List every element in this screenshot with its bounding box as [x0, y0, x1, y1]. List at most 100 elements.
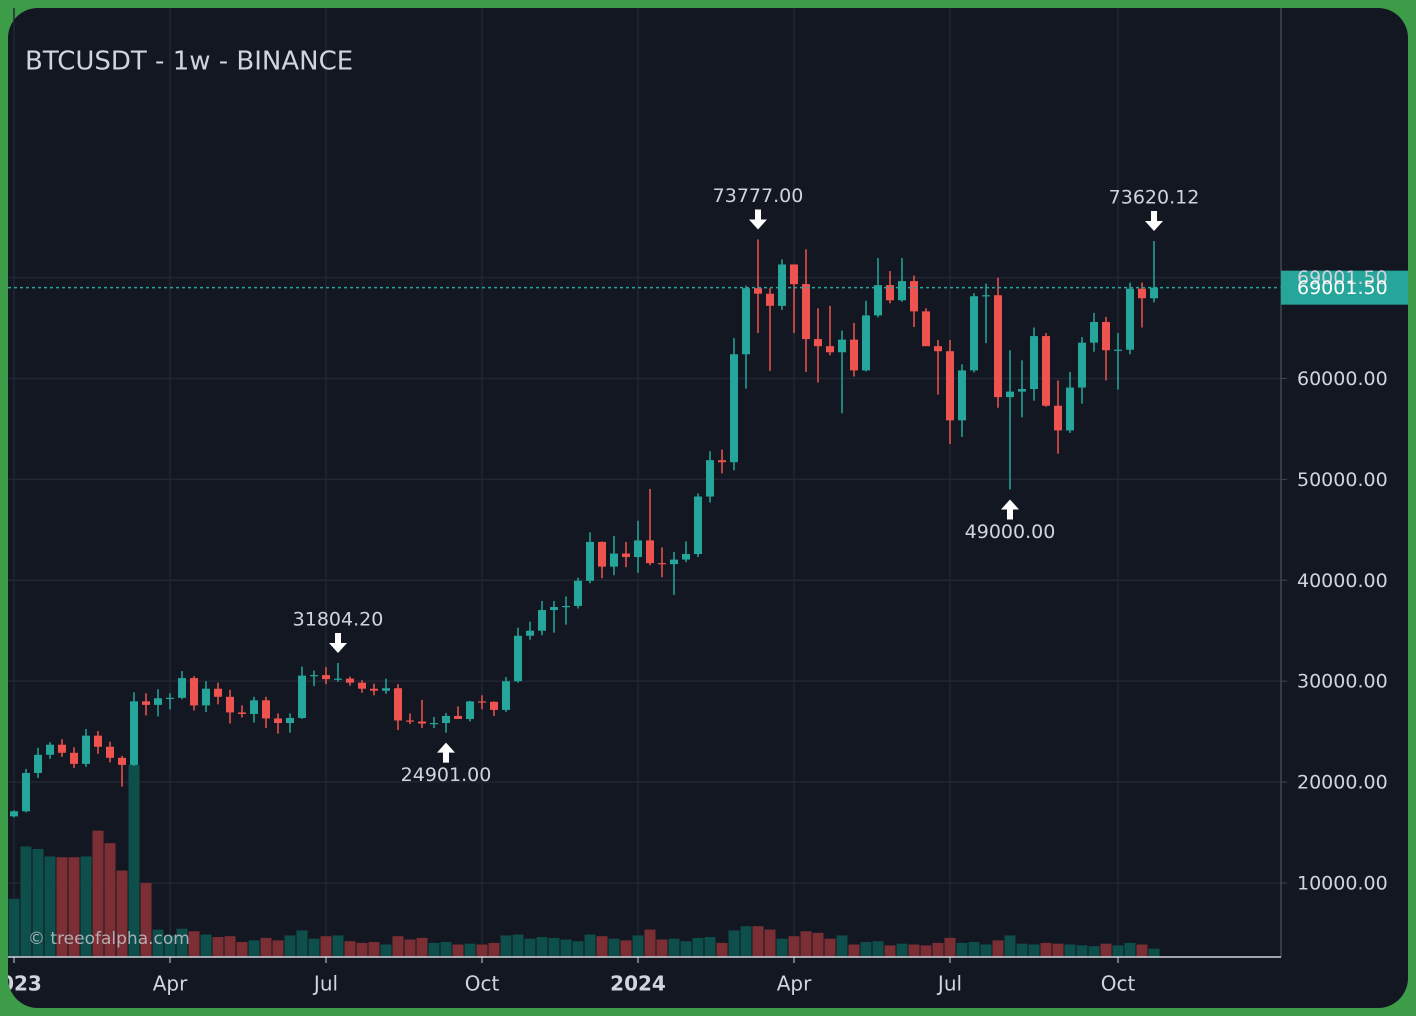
candle-body — [166, 697, 174, 700]
candle-body — [22, 772, 30, 812]
volume-bar — [1112, 945, 1124, 957]
volume-bar — [236, 942, 248, 957]
candle-body — [970, 296, 978, 371]
volume-bar — [1064, 944, 1076, 957]
volume-bar — [248, 940, 260, 957]
y-tick-label: 20000.00 — [1297, 772, 1388, 794]
candle-body — [430, 723, 438, 725]
candle-body — [730, 354, 738, 463]
volume-bar — [1028, 944, 1040, 957]
volume-bar — [368, 942, 380, 957]
x-tick-label: Apr — [777, 972, 812, 996]
panel — [8, 8, 1408, 1008]
volume-bar — [572, 941, 584, 957]
volume-bar — [92, 830, 104, 957]
volume-bar — [308, 938, 320, 957]
annotation-label: 24901.00 — [401, 764, 492, 786]
candle-body — [214, 688, 222, 697]
candle-body — [490, 701, 498, 710]
volume-bar — [728, 930, 740, 957]
x-tick-label: Jul — [312, 972, 338, 996]
candle-body — [250, 700, 258, 714]
volume-bar — [188, 931, 200, 957]
candle-body — [1150, 287, 1158, 299]
volume-bar — [320, 936, 332, 957]
volume-bar — [128, 765, 140, 957]
volume-bar — [536, 937, 548, 957]
volume-bar — [908, 944, 920, 957]
chart-title: BTCUSDT - 1w - BINANCE — [25, 47, 353, 77]
annotation-arrow — [749, 209, 767, 230]
candle-body — [670, 559, 678, 565]
candle-body — [58, 744, 66, 753]
candle-body — [178, 678, 186, 698]
candle-body — [838, 339, 846, 353]
volume-bar — [344, 941, 356, 957]
candle-body — [1030, 336, 1038, 390]
volume-bar — [440, 942, 452, 957]
candle-body — [850, 339, 858, 371]
candle-body — [334, 678, 342, 680]
volume-bar — [920, 945, 932, 957]
candle-body — [622, 553, 630, 558]
volume-bar — [716, 942, 728, 957]
candle-body — [382, 688, 390, 691]
candle-body — [646, 540, 654, 564]
candle-body — [574, 580, 582, 606]
candle-body — [718, 460, 726, 463]
x-tick-label: 2024 — [610, 972, 666, 996]
candle-body — [1042, 336, 1050, 406]
candle-body — [346, 678, 354, 683]
volume-bar — [764, 929, 776, 957]
x-tick-label: Oct — [1101, 972, 1136, 996]
volume-bar — [668, 938, 680, 957]
volume-bar — [1004, 935, 1016, 957]
candle-body — [934, 346, 942, 352]
candle-body — [262, 700, 270, 719]
volume-bar — [896, 943, 908, 957]
volume-bar — [416, 937, 428, 957]
annotation-label: 73777.00 — [713, 185, 804, 207]
annotation-arrow — [1145, 211, 1163, 232]
annotation-arrow — [437, 742, 455, 763]
volume-bar — [500, 935, 512, 957]
candle-body — [466, 701, 474, 719]
candle-body — [226, 696, 234, 713]
volume-bar — [80, 856, 92, 957]
candle-body — [706, 460, 714, 497]
volume-bar — [1136, 944, 1148, 957]
candle-body — [370, 688, 378, 691]
volume-bar — [776, 938, 788, 957]
y-tick-label: 40000.00 — [1297, 570, 1388, 592]
candle-body — [1054, 405, 1062, 431]
watermark: © treeofalpha.com — [28, 929, 190, 949]
volume-bar — [116, 870, 128, 957]
volume-bar — [680, 941, 692, 957]
candle-body — [826, 346, 834, 353]
volume-bar — [212, 937, 224, 957]
last-price-box — [1281, 270, 1408, 305]
volume-bar — [152, 929, 164, 957]
candle-body — [610, 553, 618, 567]
volume-bar — [1124, 942, 1136, 957]
volume-bar — [32, 848, 44, 957]
annotation-label: 73620.12 — [1109, 187, 1200, 209]
volume-bar — [260, 937, 272, 957]
volume-bar — [392, 936, 404, 957]
candle-body — [1114, 349, 1122, 351]
volume-bar — [452, 944, 464, 957]
volume-bar — [560, 939, 572, 957]
volume-bar — [752, 926, 764, 957]
volume-bar — [548, 937, 560, 957]
volume-bar — [140, 883, 152, 957]
candle-body — [406, 720, 414, 722]
volume-bar — [1040, 942, 1052, 957]
volume-bar — [68, 857, 80, 957]
volume-bar — [296, 930, 308, 957]
candle-body — [514, 635, 522, 682]
candle-body — [10, 811, 18, 817]
volume-bar — [968, 942, 980, 957]
volume-bar — [632, 935, 644, 957]
annotation-label: 49000.00 — [965, 521, 1056, 543]
